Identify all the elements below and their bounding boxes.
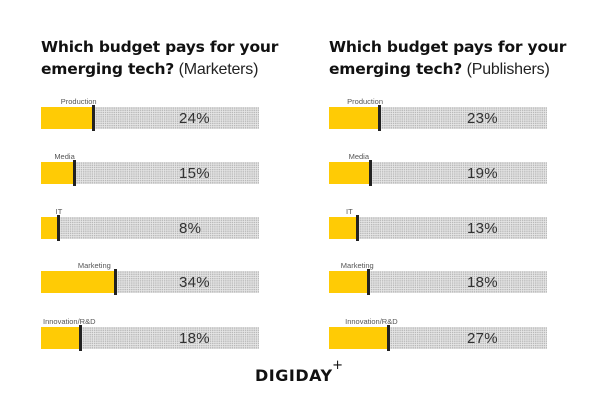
chart-title-main: Which budget pays for your emerging tech… (41, 38, 279, 78)
value-label: 15% (179, 165, 210, 182)
bar-marker (369, 160, 373, 186)
value-label: 24% (179, 110, 210, 127)
bar-fill (41, 217, 59, 239)
bar-row: Innovation/R&D 27% (329, 317, 547, 357)
bar-fill (41, 107, 94, 129)
bar-track: 34% (41, 269, 259, 295)
bar-fill (329, 107, 380, 129)
bar-marker (378, 105, 382, 131)
value-label: 34% (179, 274, 210, 291)
category-label: IT (55, 207, 63, 216)
bar-fill (329, 271, 369, 293)
bar-marker (356, 215, 360, 241)
chart-title-suffix: (Publishers) (466, 61, 550, 78)
bar-marker (72, 160, 76, 186)
value-label: 13% (467, 220, 498, 237)
category-label: Media (54, 152, 75, 161)
value-label: 18% (467, 274, 498, 291)
bar-marker (114, 269, 118, 295)
value-label: 27% (467, 330, 498, 347)
bar-row: Production 23% (329, 97, 547, 137)
bar-row: Media 19% (329, 152, 547, 192)
category-label: Marketing (77, 261, 111, 270)
logo-text: DIGIDAY (255, 366, 333, 385)
bar-fill (41, 162, 74, 184)
bar-row: Media 15% (41, 152, 259, 192)
category-label: IT (346, 207, 353, 216)
plus-icon: + (332, 358, 344, 373)
category-label: Production (347, 97, 384, 106)
bar-row: Innovation/R&D 18% (41, 317, 259, 357)
bar-track: 15% (41, 160, 259, 186)
bar-track: 18% (41, 325, 259, 351)
category-label: Innovation/R&D (345, 317, 398, 326)
bar-track: 19% (329, 160, 547, 186)
chart-title-suffix: (Marketers) (178, 61, 259, 78)
bar-marker (367, 269, 371, 295)
value-label: 19% (467, 165, 498, 182)
bar-marker (57, 215, 61, 241)
publishers-chart: Which budget pays for your emerging tech… (329, 0, 589, 360)
bar-track: 23% (329, 105, 547, 131)
digiday-logo: DIGIDAY + (255, 358, 343, 385)
chart-title-main: Which budget pays for your emerging tech… (329, 38, 567, 78)
value-label: 23% (467, 110, 498, 127)
bar-track: 24% (41, 105, 259, 131)
category-label: Production (60, 97, 97, 106)
bar-fill (329, 217, 358, 239)
bar-row: IT 13% (329, 207, 547, 247)
category-label: Innovation/R&D (42, 317, 96, 326)
bar-track: 8% (41, 215, 259, 241)
bar-marker (386, 325, 390, 351)
marketers-chart: Which budget pays for your emerging tech… (41, 0, 301, 360)
bar-row: Marketing 18% (329, 261, 547, 301)
chart-title: Which budget pays for your emerging tech… (329, 36, 589, 80)
chart-title: Which budget pays for your emerging tech… (41, 36, 301, 80)
bar-row: Marketing 34% (41, 261, 259, 301)
value-label: 18% (179, 330, 210, 347)
bar-marker (79, 325, 83, 351)
bar-fill (41, 271, 116, 293)
bar-row: Production 24% (41, 97, 259, 137)
category-label: Media (348, 152, 370, 161)
bar-fill (329, 327, 388, 349)
bar-track: 18% (329, 269, 547, 295)
value-label: 8% (179, 220, 202, 237)
bar-fill (329, 162, 371, 184)
bar-fill (41, 327, 81, 349)
bar-track: 27% (329, 325, 547, 351)
bar-track: 13% (329, 215, 547, 241)
bar-marker (92, 105, 96, 131)
bar-row: IT 8% (41, 207, 259, 247)
category-label: Marketing (340, 261, 374, 270)
